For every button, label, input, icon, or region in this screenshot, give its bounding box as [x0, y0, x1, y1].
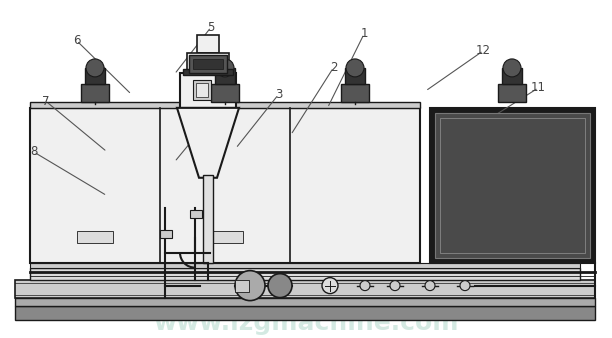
Bar	[502, 68, 522, 84]
Bar	[30, 268, 580, 280]
Bar	[77, 231, 113, 243]
Bar	[203, 175, 213, 263]
Bar	[15, 280, 595, 297]
Bar	[235, 280, 249, 292]
Bar	[196, 83, 208, 97]
Bar	[15, 306, 595, 319]
Bar	[15, 297, 595, 306]
Text: 8: 8	[30, 145, 37, 159]
Bar	[435, 113, 590, 258]
Polygon shape	[177, 108, 239, 178]
Bar	[187, 53, 229, 71]
Bar	[207, 231, 243, 243]
Circle shape	[322, 277, 338, 294]
Text: 12: 12	[476, 44, 491, 57]
Text: 10: 10	[543, 118, 558, 131]
Circle shape	[268, 274, 292, 297]
Circle shape	[86, 59, 104, 77]
Bar	[440, 118, 585, 253]
Bar	[183, 69, 233, 75]
Bar	[30, 108, 420, 263]
Bar	[189, 55, 227, 73]
Bar	[341, 84, 369, 102]
Text: 2: 2	[330, 61, 337, 74]
Circle shape	[460, 281, 470, 291]
Text: 5: 5	[207, 21, 215, 33]
Text: 1: 1	[360, 27, 368, 40]
Text: 6: 6	[73, 34, 80, 47]
Circle shape	[216, 59, 234, 77]
Circle shape	[346, 59, 364, 77]
Text: www.lzgmachine.com: www.lzgmachine.com	[153, 311, 459, 335]
Bar	[30, 263, 580, 268]
Circle shape	[425, 281, 435, 291]
Circle shape	[360, 281, 370, 291]
Circle shape	[503, 59, 521, 77]
Text: 9: 9	[556, 155, 564, 169]
Bar	[160, 230, 172, 238]
Bar	[211, 84, 239, 102]
Bar	[193, 59, 223, 69]
Circle shape	[390, 281, 400, 291]
Bar	[197, 35, 219, 53]
Bar	[190, 210, 202, 218]
Bar	[498, 84, 526, 102]
Bar	[180, 73, 236, 108]
Text: 7: 7	[42, 95, 50, 108]
Bar	[193, 80, 211, 100]
Bar	[430, 108, 595, 263]
Bar	[30, 102, 420, 108]
Text: 4: 4	[201, 118, 209, 131]
Circle shape	[235, 271, 265, 300]
Text: 11: 11	[531, 81, 546, 94]
Bar	[345, 68, 365, 84]
Bar	[81, 84, 109, 102]
Text: 3: 3	[275, 88, 282, 101]
Bar	[215, 68, 235, 84]
Bar	[85, 68, 105, 84]
